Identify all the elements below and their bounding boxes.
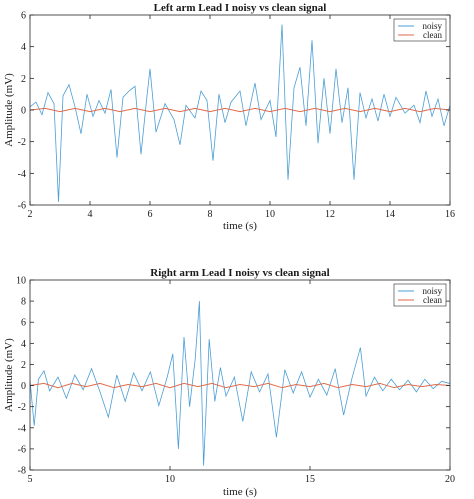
y-axis-label: Amplitude (mV) bbox=[3, 338, 15, 412]
x-axis-label: time (s) bbox=[223, 220, 257, 232]
y-tick-label: 10 bbox=[16, 276, 26, 287]
series-line-noisy bbox=[30, 301, 450, 466]
x-tick-label: 14 bbox=[385, 209, 395, 220]
chart-title: Left arm Lead I noisy vs clean signal bbox=[154, 2, 327, 14]
y-tick-label: -6 bbox=[18, 444, 26, 455]
legend-label-clean: clean bbox=[423, 30, 442, 40]
y-axis-label: Amplitude (mV) bbox=[3, 73, 15, 147]
axes-box bbox=[29, 279, 451, 471]
plot-area bbox=[30, 15, 450, 205]
y-tick-label: 0 bbox=[21, 106, 26, 117]
x-tick-label: 12 bbox=[325, 209, 335, 220]
y-tick-label: 0 bbox=[21, 381, 26, 392]
x-tick-label: 10 bbox=[165, 474, 175, 485]
x-tick-label: 10 bbox=[265, 209, 275, 220]
x-tick-label: 8 bbox=[208, 209, 213, 220]
x-tick-label: 15 bbox=[305, 474, 315, 485]
x-axis-label: time (s) bbox=[223, 486, 257, 498]
x-tick-label: 2 bbox=[28, 209, 33, 220]
x-tick-label: 5 bbox=[28, 474, 33, 485]
y-tick-label: 8 bbox=[21, 297, 26, 308]
y-tick-label: 2 bbox=[21, 360, 26, 371]
y-tick-label: 6 bbox=[21, 11, 26, 22]
x-tick-label: 4 bbox=[88, 209, 93, 220]
y-tick-label: 6 bbox=[21, 318, 26, 329]
y-tick-label: -8 bbox=[18, 466, 26, 477]
y-tick-label: -2 bbox=[18, 137, 26, 148]
y-tick-label: -6 bbox=[18, 201, 26, 212]
x-tick-label: 16 bbox=[445, 209, 455, 220]
series-line-clean bbox=[30, 382, 450, 389]
chart-panel-2: 5 10 15 20 -8 -6 -4 -2 0 2 4 6 8 10 Right arm Lead I n… bbox=[3, 267, 455, 498]
y-tick-label: 2 bbox=[21, 74, 26, 85]
series-line-clean bbox=[30, 107, 450, 113]
plot-area bbox=[30, 280, 450, 470]
y-tick-label: 4 bbox=[21, 339, 26, 350]
y-tick-label: -2 bbox=[18, 402, 26, 413]
y-tick-label: -4 bbox=[18, 423, 26, 434]
chart-title: Right arm Lead I noisy vs clean signal bbox=[150, 267, 329, 279]
y-tick-label: 4 bbox=[21, 42, 26, 53]
x-tick-label: 6 bbox=[148, 209, 153, 220]
legend-label-noisy: noisy bbox=[422, 21, 442, 31]
chart-panel-1: 2 4 6 8 10 12 14 16 -6 -4 -2 0 2 4 6 Left arm Lead I no… bbox=[3, 2, 455, 232]
y-tick-label: -4 bbox=[18, 169, 26, 180]
series-line-noisy bbox=[30, 24, 450, 202]
x-tick-label: 20 bbox=[445, 474, 455, 485]
legend-label-clean: clean bbox=[423, 295, 442, 305]
legend-label-noisy: noisy bbox=[422, 286, 442, 296]
